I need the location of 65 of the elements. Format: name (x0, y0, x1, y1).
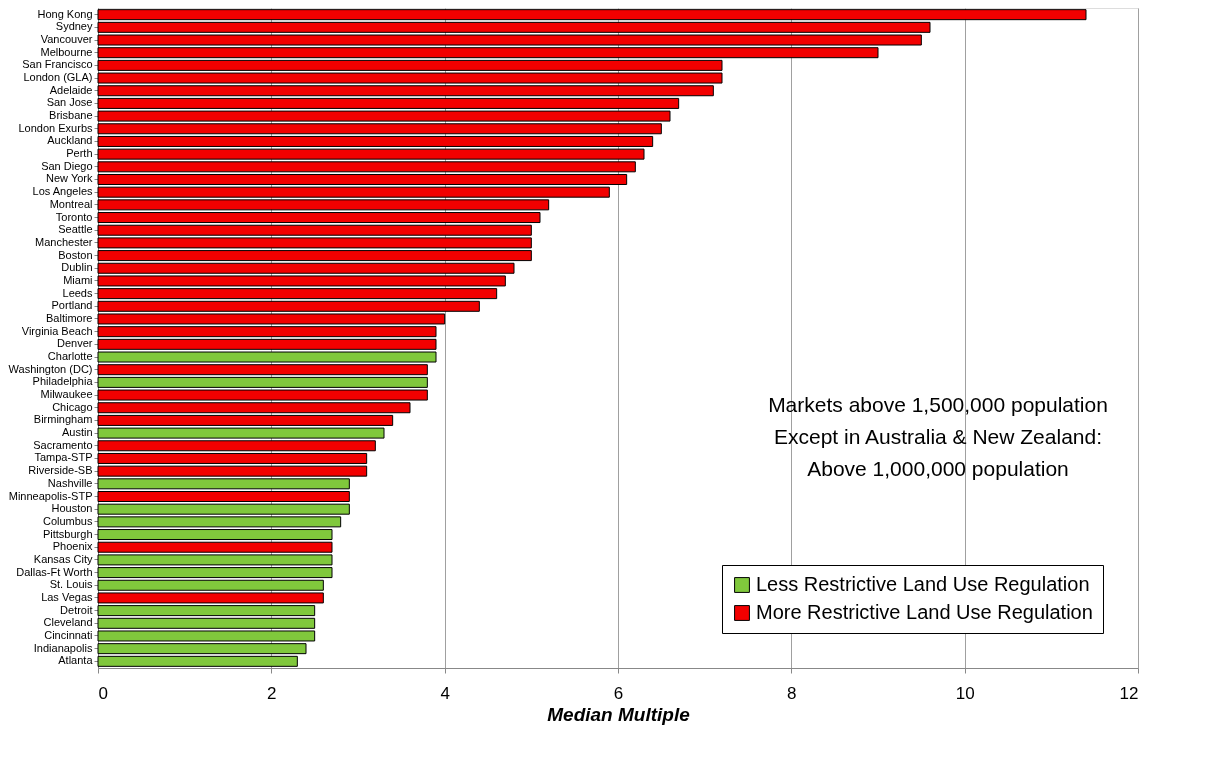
y-tick-label: Denver (57, 337, 93, 350)
y-tick-label: Chicago (52, 400, 93, 413)
y-tick-label: Riverside-SB (28, 464, 93, 477)
x-tick-label: 10 (955, 683, 975, 703)
y-tick-label: Boston (58, 248, 93, 261)
y-tick-label: Perth (66, 147, 93, 160)
y-tick-label: London Exurbs (18, 121, 93, 134)
y-tick-label: Dallas-Ft Worth (16, 565, 93, 578)
y-tick-label: Phoenix (52, 540, 93, 553)
annotation: Markets above 1,500,000 population (768, 393, 1108, 416)
y-tick-label: Toronto (55, 210, 93, 223)
y-tick-label: Kansas City (33, 552, 93, 565)
y-tick-label: San Jose (46, 96, 93, 109)
y-tick-label: St. Louis (49, 578, 93, 591)
y-tick-label: San Francisco (22, 58, 93, 71)
annotation: Above 1,000,000 population (807, 457, 1069, 480)
x-axis-title: Median Multiple (547, 703, 691, 725)
y-tick-label: Milwaukee (40, 388, 93, 401)
y-tick-label: Virginia Beach (21, 324, 93, 337)
y-tick-label: Hong Kong (37, 7, 93, 20)
legend-label: Less Restrictive Land Use Regulation (756, 573, 1090, 595)
y-tick-label: Austin (61, 426, 93, 439)
y-tick-label: Columbus (42, 514, 93, 527)
x-tick-label: 8 (787, 683, 797, 703)
y-tick-label: Nashville (47, 476, 93, 489)
y-tick-label: Sydney (55, 20, 93, 33)
y-tick-label: Brisbane (49, 109, 93, 122)
y-tick-label: Charlotte (47, 350, 93, 363)
y-tick-label: Pittsburgh (42, 527, 93, 540)
x-tick-label: 6 (613, 683, 624, 703)
y-tick-label: Melbourne (40, 45, 93, 58)
annotation: Except in Australia & New Zealand: (773, 425, 1103, 448)
y-tick-label: Houston (51, 502, 93, 515)
y-tick-label: Miami (63, 273, 93, 286)
y-tick-label: Sacramento (33, 438, 93, 451)
y-tick-label: Cleveland (43, 616, 93, 629)
y-tick-label: Birmingham (33, 413, 93, 426)
y-tick-label: Adelaide (49, 83, 93, 96)
y-tick-label: Montreal (49, 197, 93, 210)
x-tick-label: 0 (98, 683, 108, 703)
y-tick-label: Los Angeles (32, 185, 93, 198)
x-tick-label: 2 (267, 683, 277, 703)
y-tick-label: Minneapolis-STP (8, 489, 93, 502)
y-tick-label: Manchester (35, 235, 93, 248)
legend-label: More Restrictive Land Use Regulation (756, 601, 1093, 623)
y-tick-label: Dublin (61, 261, 93, 274)
y-tick-label: Vancouver (40, 33, 93, 46)
y-tick-label: London (GLA) (23, 71, 93, 84)
y-tick-label: Detroit (60, 603, 93, 616)
x-tick-label: 12 (1119, 683, 1139, 703)
y-tick-label: Baltimore (46, 311, 93, 324)
y-tick-label: Philadelphia (32, 375, 94, 388)
y-tick-label: Auckland (47, 134, 93, 147)
y-tick-label: San Diego (41, 159, 93, 172)
y-tick-label: Seattle (58, 223, 93, 236)
x-tick-label: 4 (440, 683, 450, 703)
y-tick-label: Portland (51, 299, 93, 312)
y-tick-label: Leeds (62, 286, 93, 299)
y-tick-label: New York (46, 172, 93, 185)
y-tick-label: Las Vegas (41, 590, 93, 603)
y-tick-label: Tampa-STP (34, 451, 93, 464)
y-tick-label: Atlanta (58, 654, 94, 667)
y-tick-label: Washington (DC) (8, 362, 93, 375)
y-tick-label: Cincinnati (44, 628, 93, 641)
y-tick-label: Indianapolis (33, 641, 93, 654)
